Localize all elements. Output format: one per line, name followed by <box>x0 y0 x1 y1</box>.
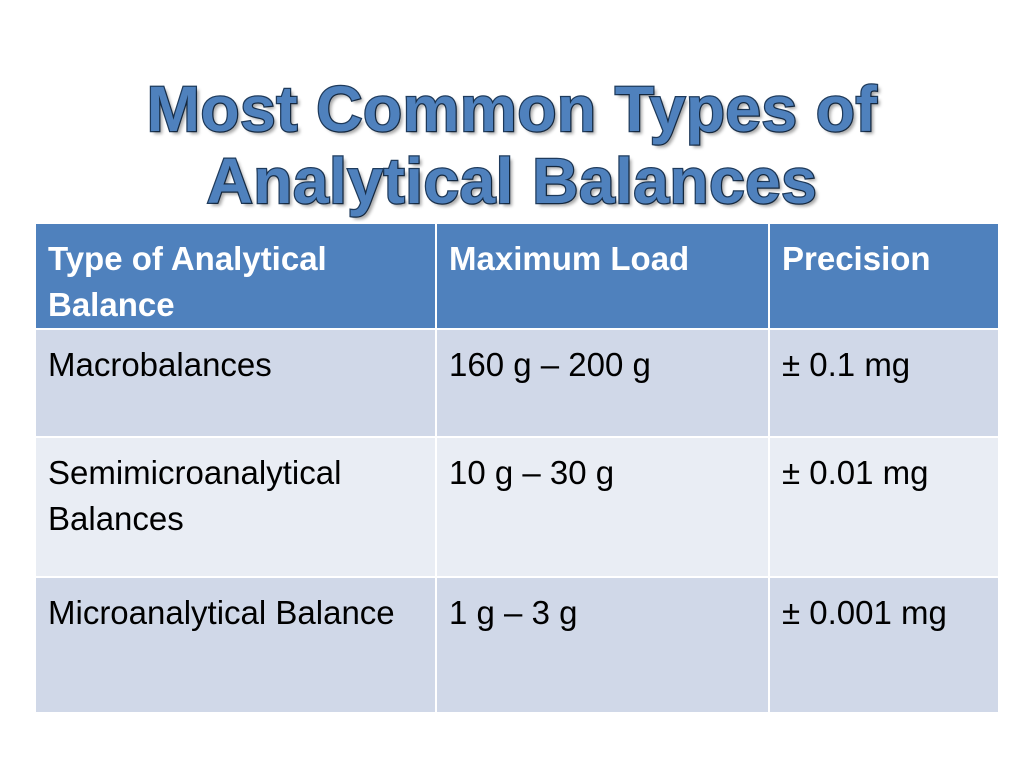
cell-type: Microanalytical Balance <box>34 576 437 714</box>
header-type: Type of Analytical Balance <box>34 222 437 330</box>
header-maximum-load: Maximum Load <box>435 222 770 330</box>
cell-maximum-load: 10 g – 30 g <box>435 436 770 578</box>
cell-maximum-load: 160 g – 200 g <box>435 328 770 438</box>
header-precision: Precision <box>768 222 1000 330</box>
slide-title: Most Common Types of Analytical Balances <box>0 72 1024 219</box>
balances-table: Type of Analytical Balance Maximum Load … <box>34 222 1000 714</box>
slide-title-line-2: Analytical Balances <box>205 144 818 219</box>
table-row: Semimicroanalytical Balances 10 g – 30 g… <box>34 436 1000 578</box>
cell-precision: ± 0.001 mg <box>768 576 1000 714</box>
cell-maximum-load: 1 g – 3 g <box>435 576 770 714</box>
slide-title-line-1: Most Common Types of <box>145 72 878 147</box>
cell-type: Semimicroanalytical Balances <box>34 436 437 578</box>
cell-type: Macrobalances <box>34 328 437 438</box>
cell-precision: ± 0.01 mg <box>768 436 1000 578</box>
table-row: Microanalytical Balance 1 g – 3 g ± 0.00… <box>34 576 1000 714</box>
table-header-row: Type of Analytical Balance Maximum Load … <box>34 222 1000 330</box>
table-row: Macrobalances 160 g – 200 g ± 0.1 mg <box>34 328 1000 438</box>
cell-precision: ± 0.1 mg <box>768 328 1000 438</box>
